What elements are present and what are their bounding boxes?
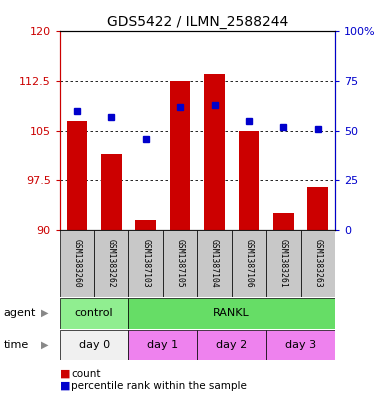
Bar: [232, 230, 266, 297]
Bar: [197, 330, 266, 360]
Text: agent: agent: [4, 308, 36, 318]
Text: GSM1383263: GSM1383263: [313, 239, 322, 288]
Bar: [60, 230, 94, 297]
Bar: [129, 330, 197, 360]
Bar: [129, 230, 163, 297]
Title: GDS5422 / ILMN_2588244: GDS5422 / ILMN_2588244: [107, 15, 288, 29]
Text: percentile rank within the sample: percentile rank within the sample: [71, 381, 247, 391]
Text: GSM1387105: GSM1387105: [176, 239, 185, 288]
Text: ▶: ▶: [40, 340, 48, 350]
Bar: [94, 230, 129, 297]
Text: ■: ■: [60, 381, 70, 391]
Bar: [60, 330, 129, 360]
Text: day 2: day 2: [216, 340, 247, 350]
Bar: [204, 74, 225, 230]
Text: control: control: [75, 308, 114, 318]
Text: day 0: day 0: [79, 340, 110, 350]
Bar: [301, 230, 335, 297]
Bar: [307, 187, 328, 230]
Text: GSM1387103: GSM1387103: [141, 239, 150, 288]
Bar: [60, 298, 129, 329]
Bar: [266, 230, 301, 297]
Bar: [129, 298, 335, 329]
Text: count: count: [71, 369, 101, 379]
Bar: [273, 213, 294, 230]
Text: GSM1387104: GSM1387104: [210, 239, 219, 288]
Text: GSM1387106: GSM1387106: [244, 239, 253, 288]
Text: time: time: [4, 340, 29, 350]
Bar: [163, 230, 197, 297]
Text: GSM1383260: GSM1383260: [72, 239, 81, 288]
Text: GSM1383262: GSM1383262: [107, 239, 116, 288]
Bar: [136, 220, 156, 230]
Bar: [101, 154, 122, 230]
Bar: [67, 121, 87, 230]
Bar: [170, 81, 191, 230]
Text: day 1: day 1: [147, 340, 179, 350]
Bar: [266, 330, 335, 360]
Text: GSM1383261: GSM1383261: [279, 239, 288, 288]
Text: RANKL: RANKL: [213, 308, 250, 318]
Text: ▶: ▶: [40, 308, 48, 318]
Text: day 3: day 3: [285, 340, 316, 350]
Bar: [239, 130, 259, 230]
Text: ■: ■: [60, 369, 70, 379]
Bar: [197, 230, 232, 297]
